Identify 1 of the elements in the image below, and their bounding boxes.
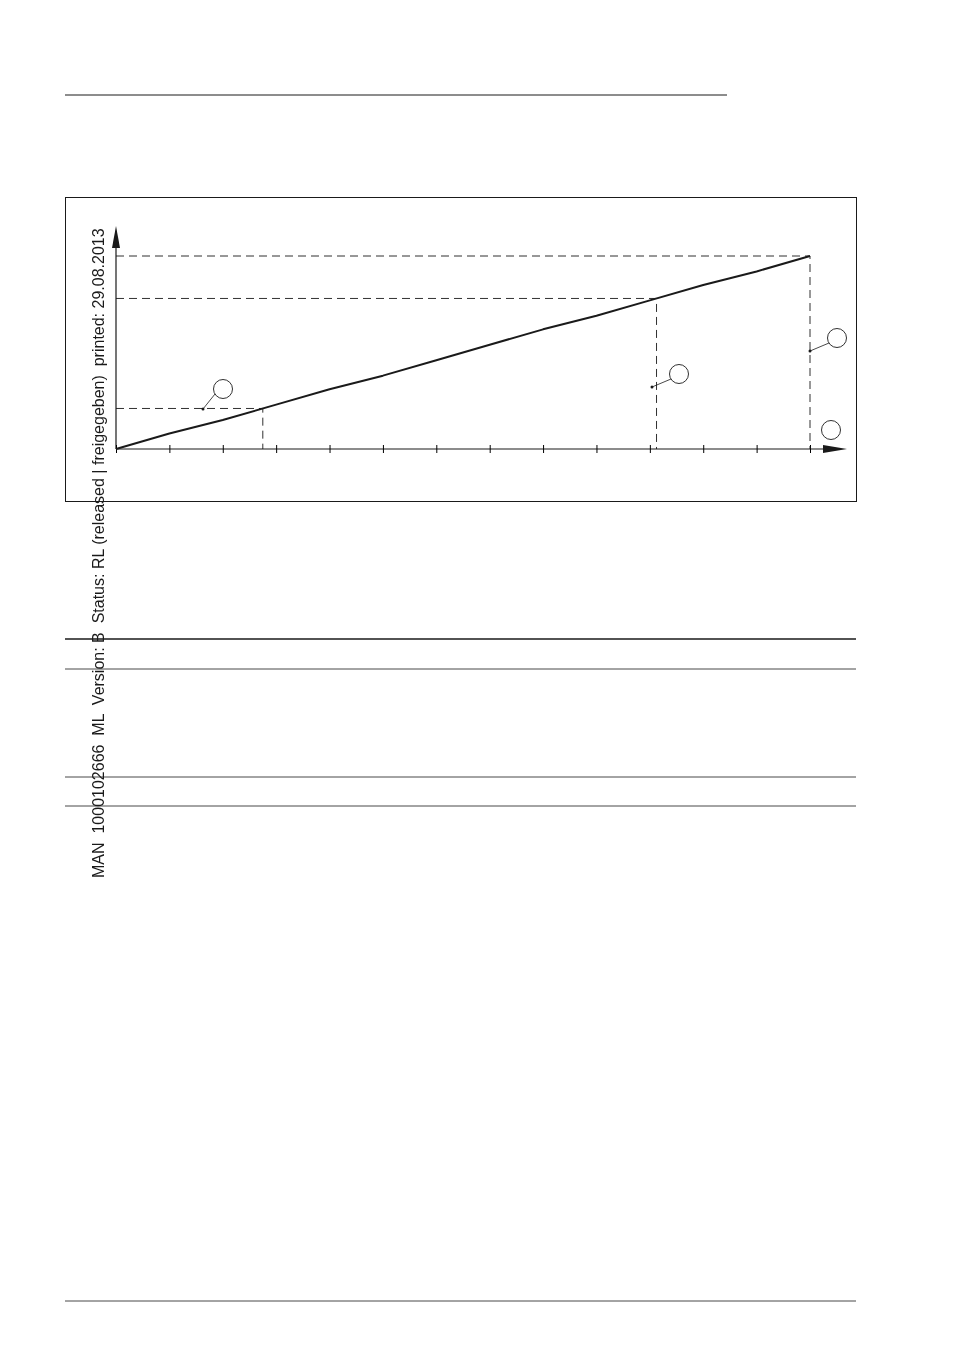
text: MAN 1000102666 ML Version: B Status: RL (released | freigegeben) printed: 29.08.2013 [90, 228, 107, 878]
